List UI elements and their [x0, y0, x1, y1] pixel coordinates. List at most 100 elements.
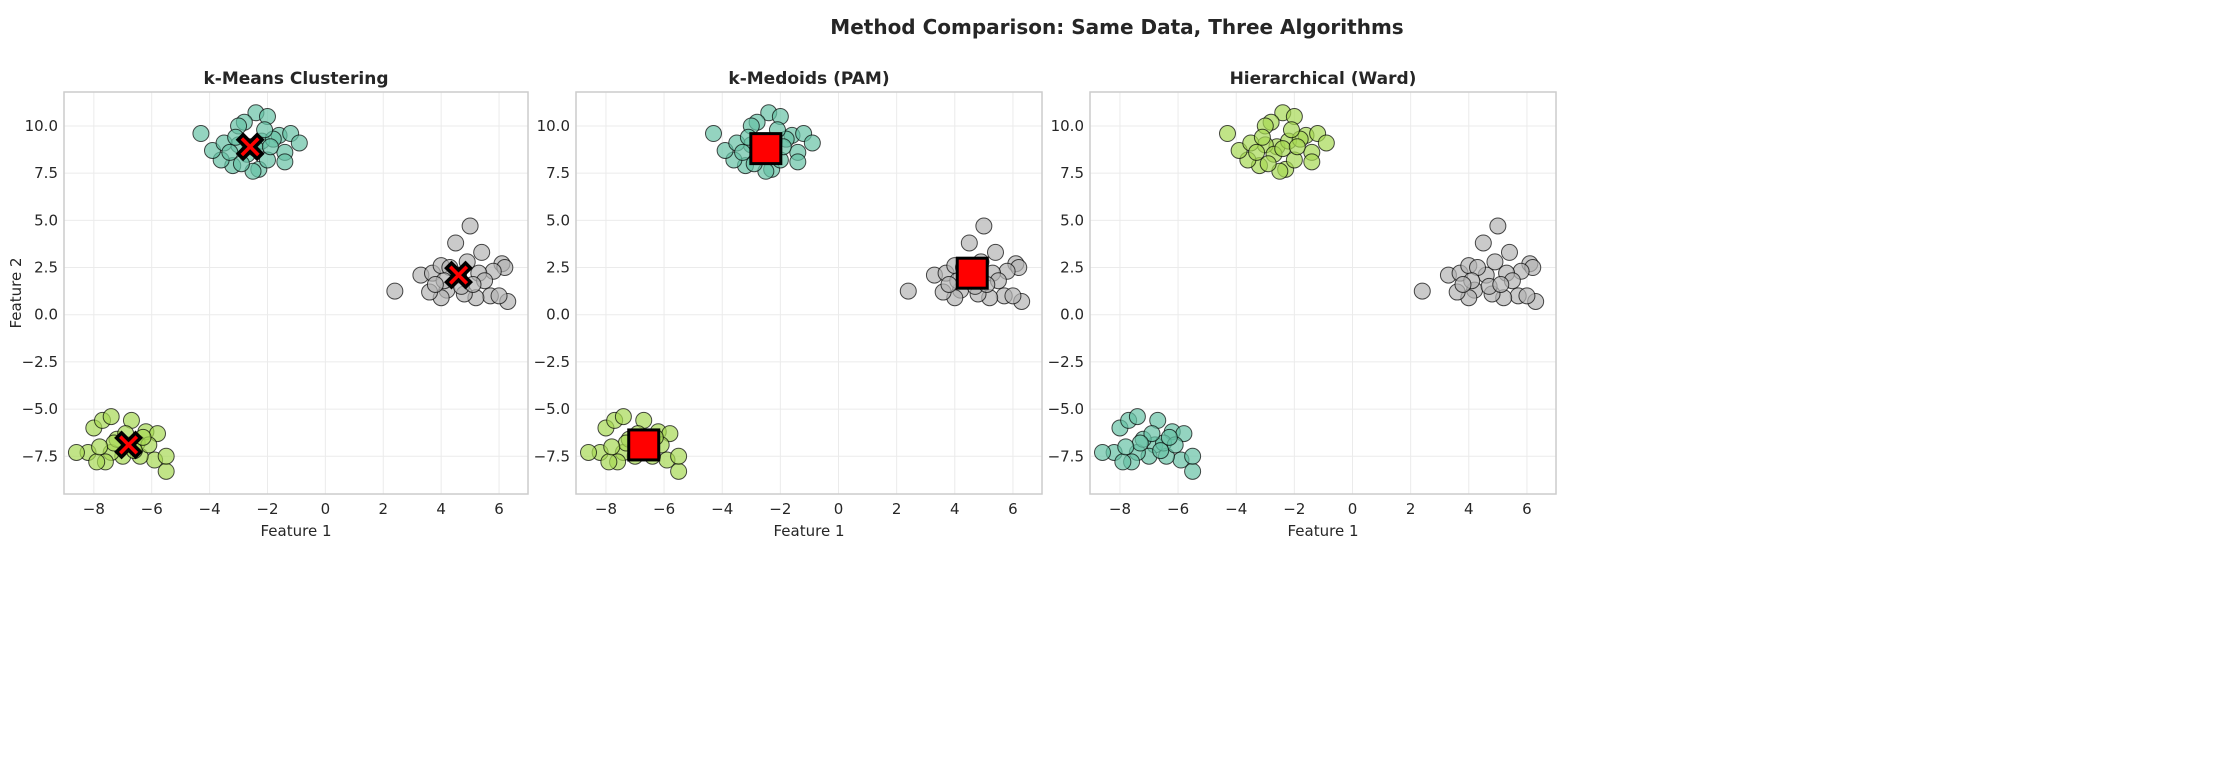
centroid-x-marker — [235, 132, 265, 162]
y-tick-label: −5.0 — [1048, 400, 1084, 418]
data-point-cluster-C — [91, 438, 109, 456]
data-point-cluster-B — [1004, 287, 1022, 305]
y-tick-label: 7.5 — [546, 164, 570, 182]
data-point-cluster-C — [1131, 434, 1149, 452]
x-tick-label: −2 — [1283, 500, 1305, 518]
data-point-cluster-B — [1518, 287, 1536, 305]
data-point-cluster-A — [1253, 128, 1271, 146]
x-tick-label: −2 — [256, 500, 278, 518]
x-axis-label: Feature 1 — [261, 522, 332, 540]
data-point-cluster-A — [1248, 143, 1266, 161]
data-point-cluster-B — [473, 243, 491, 261]
y-axis-label: Feature 2 — [7, 258, 25, 329]
data-point-cluster-B — [1492, 276, 1510, 294]
y-tick-label: −7.5 — [534, 447, 570, 465]
data-point-cluster-A — [261, 138, 279, 156]
y-tick-label: 10.0 — [537, 117, 570, 135]
medoid-square-marker — [627, 428, 661, 462]
data-point-cluster-C — [1152, 442, 1170, 460]
y-tick-label: 0.0 — [34, 306, 58, 324]
x-tick-label: 0 — [834, 500, 844, 518]
data-point-cluster-A — [1274, 140, 1292, 158]
y-tick-label: −7.5 — [22, 447, 58, 465]
data-point-cluster-C — [600, 453, 618, 471]
data-point-cluster-B — [386, 282, 404, 300]
y-tick-label: −5.0 — [534, 400, 570, 418]
data-point-cluster-C — [1184, 447, 1202, 465]
y-tick-label: 0.0 — [1060, 306, 1084, 324]
medoid-square-marker — [749, 132, 783, 166]
data-point-cluster-B — [1500, 243, 1518, 261]
data-point-cluster-A — [290, 134, 308, 152]
data-point-cluster-A — [1317, 134, 1335, 152]
data-point-cluster-A — [1282, 121, 1300, 139]
x-tick-label: 2 — [378, 500, 388, 518]
data-point-cluster-B — [490, 287, 508, 305]
data-point-cluster-C — [580, 443, 598, 461]
data-point-cluster-B — [960, 234, 978, 252]
panel-title: k-Means Clustering — [203, 69, 388, 89]
y-tick-label: −5.0 — [22, 400, 58, 418]
data-point-cluster-B — [1486, 253, 1504, 271]
x-tick-label: 0 — [1348, 500, 1358, 518]
data-point-cluster-B — [899, 282, 917, 300]
data-point-cluster-B — [940, 276, 958, 294]
x-tick-label: 2 — [892, 500, 902, 518]
panel-1: −8 −6 −4 −2 0 2 4 6 −7.5 −5.0 −2.5 0.0 2.5 5.0 7.5 10.0… — [7, 69, 529, 540]
data-point-cluster-C — [88, 453, 106, 471]
x-tick-label: −4 — [1225, 500, 1247, 518]
data-point-cluster-C — [157, 447, 175, 465]
medoid-square-marker — [955, 256, 989, 290]
data-point-cluster-A — [276, 153, 294, 171]
y-tick-label: −7.5 — [1048, 447, 1084, 465]
figure-suptitle: Method Comparison: Same Data, Three Algo… — [830, 15, 1403, 39]
x-tick-label: −4 — [711, 500, 733, 518]
data-point-cluster-C — [614, 408, 632, 426]
data-point-cluster-C — [67, 443, 85, 461]
y-tick-label: −2.5 — [1048, 353, 1084, 371]
x-tick-label: −8 — [83, 500, 105, 518]
x-tick-label: −6 — [1167, 500, 1189, 518]
centroid-x-marker — [114, 430, 144, 460]
centroid-x-marker — [444, 260, 474, 290]
data-point-cluster-C — [603, 438, 621, 456]
panel-3: −8 −6 −4 −2 0 2 4 6 −7.5 −5.0 −2.5 0.0 2.5 5.0 7.5 10.0… — [1048, 69, 1557, 540]
x-tick-label: 4 — [1464, 500, 1474, 518]
data-point-cluster-B — [426, 276, 444, 294]
data-point-cluster-C — [1114, 453, 1132, 471]
y-tick-label: 7.5 — [1060, 164, 1084, 182]
y-tick-label: 5.0 — [546, 211, 570, 229]
x-tick-label: −2 — [769, 500, 791, 518]
data-point-cluster-B — [1413, 282, 1431, 300]
panel-title: Hierarchical (Ward) — [1230, 69, 1417, 89]
axes-frame — [63, 91, 529, 495]
data-point-cluster-A — [1288, 138, 1306, 156]
x-axis-label: Feature 1 — [774, 522, 845, 540]
y-tick-label: 2.5 — [546, 259, 570, 277]
data-point-cluster-A — [789, 153, 807, 171]
data-point-cluster-A — [705, 125, 723, 143]
data-point-cluster-C — [1128, 408, 1146, 426]
x-tick-label: 4 — [436, 500, 446, 518]
x-tick-label: 4 — [950, 500, 960, 518]
panel-2: −8 −6 −4 −2 0 2 4 6 −7.5 −5.0 −2.5 0.0 2.5 5.0 7.5 10.0… — [534, 69, 1043, 540]
x-tick-label: −4 — [199, 500, 221, 518]
x-tick-label: 0 — [321, 500, 331, 518]
y-tick-label: −2.5 — [22, 353, 58, 371]
y-tick-label: 10.0 — [1051, 117, 1084, 135]
data-point-cluster-C — [102, 408, 120, 426]
x-tick-label: 6 — [494, 500, 504, 518]
data-point-cluster-B — [1454, 276, 1472, 294]
data-point-cluster-A — [192, 125, 210, 143]
data-point-cluster-B — [975, 217, 993, 235]
y-tick-label: 2.5 — [34, 259, 58, 277]
data-point-cluster-C — [1094, 443, 1112, 461]
data-point-cluster-B — [986, 243, 1004, 261]
x-tick-label: −8 — [595, 500, 617, 518]
y-tick-label: 0.0 — [546, 306, 570, 324]
x-tick-label: 6 — [1522, 500, 1532, 518]
data-point-cluster-A — [803, 134, 821, 152]
y-tick-label: 7.5 — [34, 164, 58, 182]
x-tick-label: 6 — [1008, 500, 1018, 518]
